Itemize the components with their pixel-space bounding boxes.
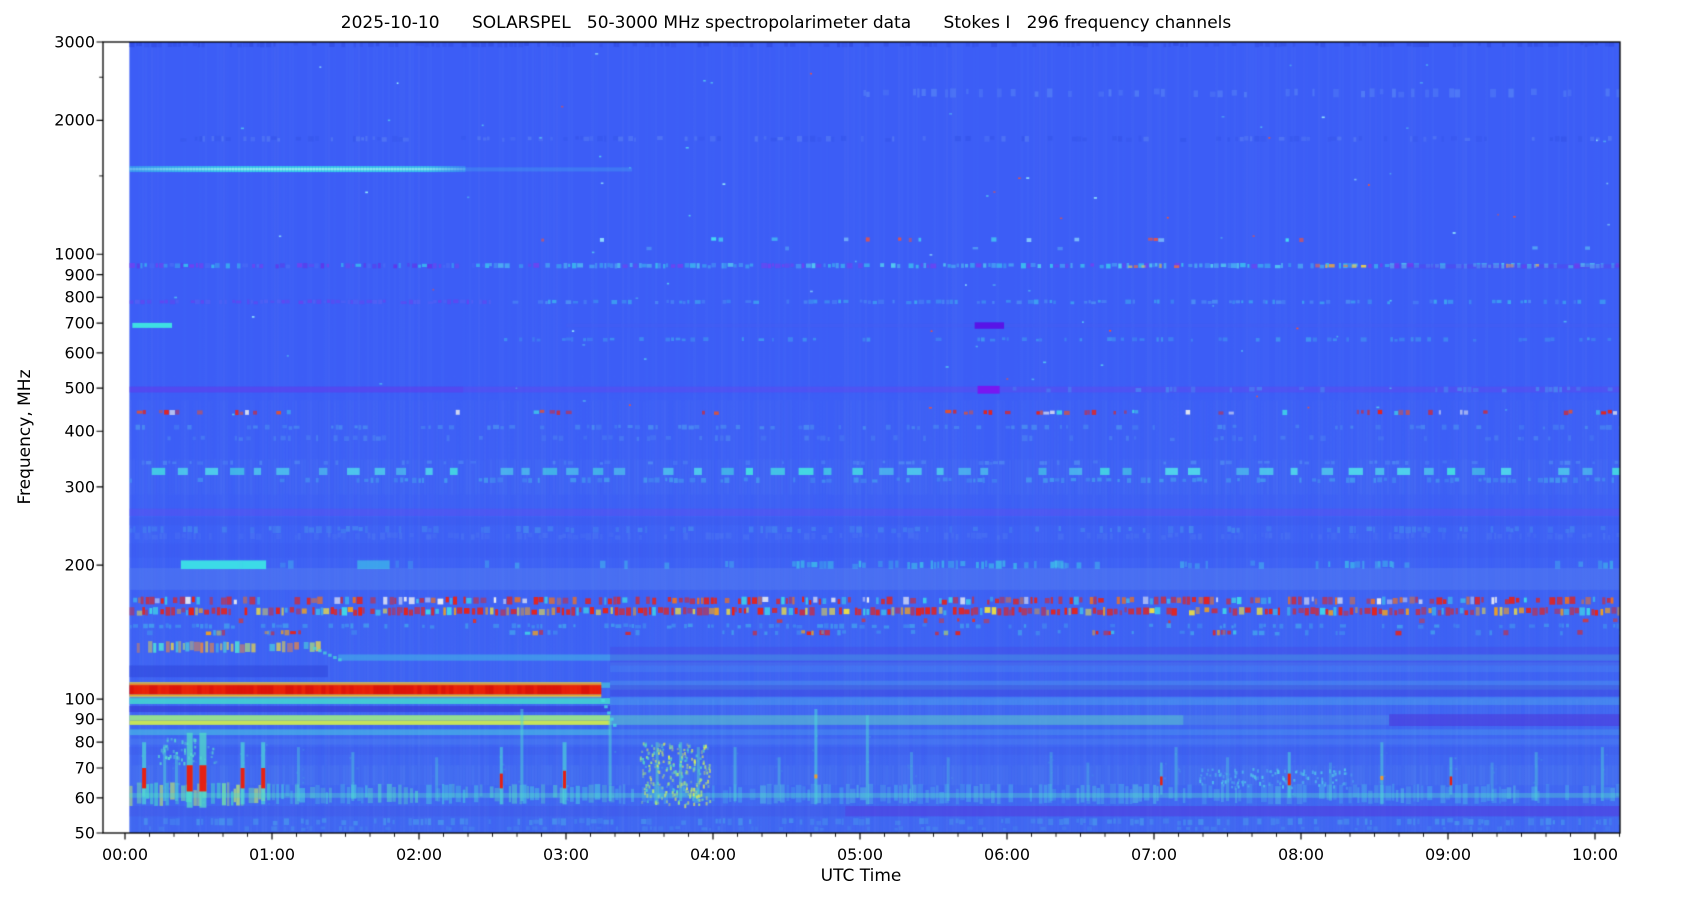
y-axis-label: Frequency, MHz xyxy=(15,369,35,505)
x-axis-label: UTC Time xyxy=(820,866,902,886)
chart-title: 2025-10-10 SOLARSPEL 50-3000 MHz spectro… xyxy=(340,13,1232,33)
